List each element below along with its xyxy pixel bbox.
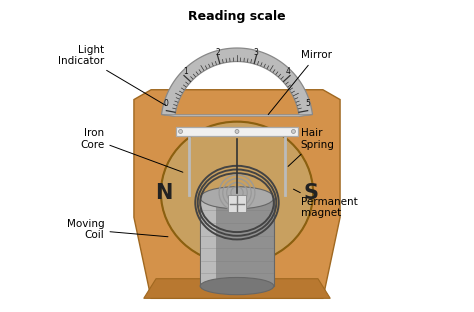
Text: 2: 2 — [216, 48, 220, 57]
Text: 3: 3 — [253, 48, 258, 57]
Text: N: N — [155, 183, 172, 203]
Text: Light
Indicator: Light Indicator — [58, 45, 166, 105]
Text: 5: 5 — [305, 99, 310, 108]
Text: Mirror: Mirror — [268, 50, 332, 115]
Bar — [201, 198, 216, 286]
Text: Iron
Core: Iron Core — [80, 128, 183, 172]
Text: Reading scale: Reading scale — [188, 10, 286, 22]
Text: Moving
Coil: Moving Coil — [67, 219, 168, 241]
Polygon shape — [162, 115, 312, 116]
Ellipse shape — [161, 122, 313, 264]
Polygon shape — [162, 48, 312, 116]
Text: Permanent
magnet: Permanent magnet — [293, 189, 357, 218]
Circle shape — [292, 129, 295, 134]
Polygon shape — [134, 90, 340, 298]
Text: Hair
Spring: Hair Spring — [288, 128, 335, 166]
Text: S: S — [303, 183, 318, 203]
Circle shape — [235, 129, 239, 134]
Bar — [176, 127, 298, 136]
Ellipse shape — [200, 187, 274, 209]
Polygon shape — [200, 198, 274, 286]
Text: 4: 4 — [286, 67, 291, 76]
Ellipse shape — [200, 277, 274, 295]
Circle shape — [179, 129, 182, 134]
Text: 1: 1 — [183, 67, 188, 76]
Bar — [228, 195, 246, 212]
Text: 0: 0 — [164, 99, 169, 108]
Polygon shape — [144, 279, 330, 298]
